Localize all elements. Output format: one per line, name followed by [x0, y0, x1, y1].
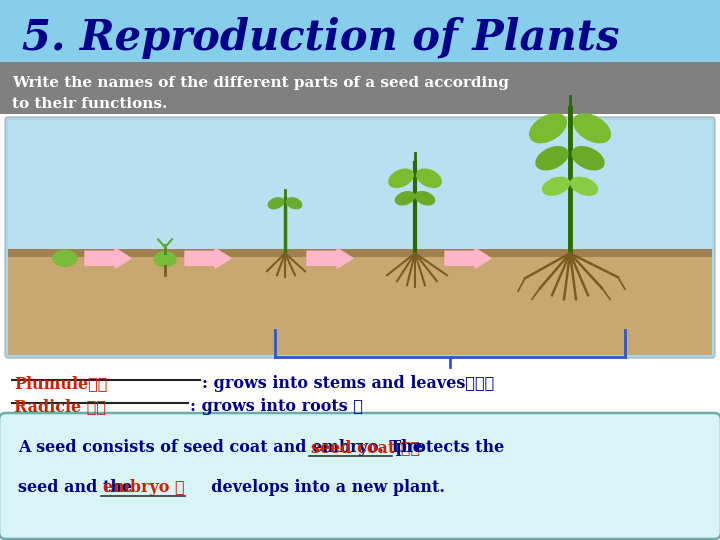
Text: seed coat 種皮: seed coat 種皮	[311, 440, 420, 456]
Text: protects the: protects the	[390, 440, 504, 456]
FancyArrow shape	[445, 248, 491, 268]
Ellipse shape	[530, 114, 567, 143]
Ellipse shape	[269, 198, 284, 208]
Text: 5. Reproduction of Plants: 5. Reproduction of Plants	[22, 17, 619, 59]
FancyArrow shape	[185, 248, 231, 268]
Ellipse shape	[395, 192, 415, 205]
Ellipse shape	[536, 147, 568, 170]
Text: seed and the: seed and the	[18, 480, 138, 496]
Bar	[0, 62, 720, 114]
Text: Radicle 胚根: Radicle 胚根	[14, 398, 106, 415]
FancyBboxPatch shape	[5, 117, 715, 358]
Ellipse shape	[570, 177, 598, 195]
Text: : grows into roots 根: : grows into roots 根	[190, 398, 363, 415]
Ellipse shape	[53, 250, 77, 266]
Ellipse shape	[543, 177, 570, 195]
Ellipse shape	[417, 169, 441, 187]
FancyBboxPatch shape	[0, 413, 720, 539]
Text: Plumule胚芽: Plumule胚芽	[14, 375, 107, 392]
Text: develops into a new plant.: develops into a new plant.	[155, 480, 445, 496]
Bar	[8, 249, 712, 355]
Ellipse shape	[389, 169, 413, 187]
Ellipse shape	[287, 198, 302, 208]
Ellipse shape	[574, 114, 611, 143]
Text: embryo 胚: embryo 胚	[103, 480, 184, 496]
Ellipse shape	[415, 192, 435, 205]
FancyArrow shape	[85, 248, 131, 268]
FancyBboxPatch shape	[0, 0, 720, 72]
Bar	[8, 120, 712, 249]
FancyArrow shape	[307, 248, 353, 268]
Text: : grows into stems and leaves茎和葉: : grows into stems and leaves茎和葉	[202, 375, 494, 392]
Ellipse shape	[572, 147, 604, 170]
Text: A seed consists of seed coat and embryo. The: A seed consists of seed coat and embryo.…	[18, 440, 428, 456]
Text: Write the names of the different parts of a seed according
to their functions.: Write the names of the different parts o…	[12, 76, 509, 111]
Ellipse shape	[154, 252, 176, 267]
Bar	[8, 249, 712, 257]
